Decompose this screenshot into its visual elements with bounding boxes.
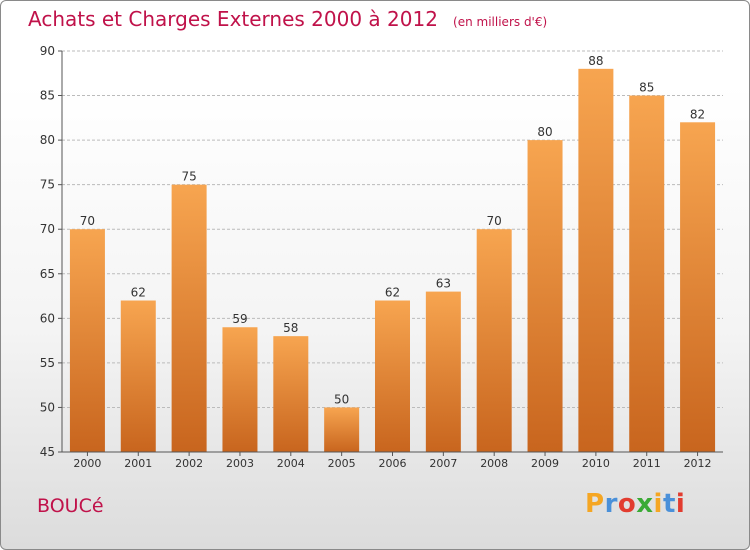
commune-name: BOUCé <box>37 495 104 517</box>
y-tick-label: 65 <box>40 267 55 281</box>
x-tick-label: 2009 <box>531 457 559 470</box>
bar-value-label: 70 <box>487 214 502 228</box>
bar <box>324 407 360 452</box>
x-tick-label: 2003 <box>226 457 254 470</box>
y-tick-label: 60 <box>40 311 55 325</box>
bar-value-label: 62 <box>131 286 146 300</box>
x-tick-label: 2004 <box>277 457 305 470</box>
x-tick-label: 2001 <box>124 457 152 470</box>
bar-value-label: 80 <box>537 125 552 139</box>
axes <box>58 50 723 456</box>
logo-letter: P <box>585 489 605 519</box>
labels: 45 50 55 60 65 70 75 80 85 90 70 2000 62 2001 75 2002 59… <box>40 44 712 470</box>
bar <box>680 122 716 453</box>
bar <box>222 327 258 452</box>
bar <box>425 291 461 452</box>
y-tick-label: 55 <box>40 356 55 370</box>
y-tick-label: 80 <box>40 133 55 147</box>
x-tick-label: 2006 <box>379 457 407 470</box>
bar-value-label: 82 <box>690 107 705 121</box>
y-tick-label: 90 <box>40 44 55 58</box>
x-tick-label: 2008 <box>480 457 508 470</box>
y-tick-label: 50 <box>40 400 55 414</box>
logo-letter: o <box>617 489 637 519</box>
bar <box>629 95 665 453</box>
proxiti-logo: Proxiti <box>585 489 685 519</box>
bar-value-label: 88 <box>588 54 603 68</box>
bar-value-label: 50 <box>334 392 349 406</box>
bars <box>69 68 716 453</box>
x-tick-label: 2005 <box>328 457 356 470</box>
x-tick-label: 2011 <box>633 457 661 470</box>
logo-letter: t <box>662 489 676 519</box>
bar <box>476 229 512 452</box>
y-tick-label: 85 <box>40 89 55 103</box>
x-tick-label: 2007 <box>429 457 457 470</box>
bar-value-label: 75 <box>181 170 196 184</box>
y-tick-label: 75 <box>40 178 55 192</box>
chart-title: Achats et Charges Externes 2000 à 2012 <box>28 7 438 31</box>
bar-value-label: 59 <box>232 312 247 326</box>
logo-letter: i <box>653 489 663 519</box>
bar-value-label: 85 <box>639 81 654 95</box>
x-tick-label: 2002 <box>175 457 203 470</box>
bar-value-label: 62 <box>385 286 400 300</box>
bar-value-label: 63 <box>436 277 451 291</box>
bar-value-label: 58 <box>283 321 298 335</box>
logo-letter: x <box>636 489 654 519</box>
bar <box>273 336 309 452</box>
x-tick-label: 2010 <box>582 457 610 470</box>
logo-letter: r <box>604 489 618 519</box>
chart-title-row: Achats et Charges Externes 2000 à 2012 (… <box>28 7 547 31</box>
bar <box>69 229 105 452</box>
bar <box>120 300 156 452</box>
bar-value-label: 70 <box>80 214 95 228</box>
bar <box>375 300 410 452</box>
x-tick-label: 2012 <box>684 457 712 470</box>
bar <box>527 140 563 452</box>
chart-unit: (en milliers d'€) <box>453 15 548 29</box>
bar <box>171 184 207 452</box>
y-tick-label: 45 <box>40 445 55 459</box>
y-tick-label: 70 <box>40 222 55 236</box>
logo-letter: i <box>675 489 686 519</box>
bar <box>578 68 614 453</box>
x-tick-label: 2000 <box>73 457 101 470</box>
